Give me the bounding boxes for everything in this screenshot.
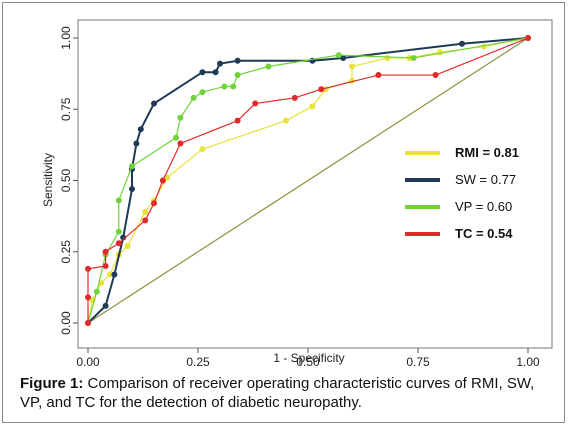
vp-data-point [115,228,122,235]
rmi-data-point [164,174,171,181]
rmi-data-point [142,208,149,215]
y-tick-label: 0.75 [59,97,73,121]
y-tick-label: 0.00 [59,311,73,335]
vp-data-point [93,288,100,295]
sw-data-point [217,60,223,67]
tc-data-point [177,140,184,147]
tc-data-point [85,320,91,326]
vp-data-point [177,114,184,121]
sw-data-point [199,69,206,76]
vp-data-point [129,163,135,170]
tc-data-point [85,265,91,272]
y-tick-label: 0.50 [59,168,73,192]
caption-label: Figure 1: [20,375,84,392]
rmi-data-point [384,54,391,61]
tc-data-point [291,94,298,101]
rmi-data-point [349,63,355,70]
tc-data-point [102,248,109,255]
x-tick-label: 0.00 [76,355,100,369]
vp-data-point [115,197,122,204]
y-tick-label: 0.25 [59,240,73,264]
tc-data-point [252,100,259,107]
sw-data-point [102,302,109,309]
x-axis-title: 1 - Specificity [273,351,344,365]
x-tick-label: 0.25 [186,355,210,369]
x-tick-label: 0.50 [296,355,320,369]
vp-data-point [190,94,197,101]
vp-data-point [234,72,241,79]
tc-data-point [151,200,157,207]
reference-diagonal-line [87,37,529,324]
rmi-data-point [107,271,113,278]
y-tick-label: 1.00 [59,26,73,50]
vp-data-point [265,63,272,70]
vp-data-point [221,83,228,90]
rmi-data-point [437,49,443,56]
sw-data-point [234,57,241,64]
y-axis-title: Sensitivity [41,153,55,207]
tc-data-point [234,117,241,124]
x-tick-label: 1.00 [516,355,540,369]
tc-data-point [525,35,531,41]
sw-data-point [340,54,347,61]
legend-label-rmi: RMI = 0.81 [455,145,519,160]
vp-data-point [230,83,237,90]
roc-chart: 0.00 0.25 0.50 0.75 1.00 0.00 0.25 0.50 0.75 1.00… [41,19,553,369]
sw-data-point [111,271,118,278]
sw-data-point [133,140,140,147]
vp-data-point [335,52,342,59]
rmi-data-point [199,146,206,153]
sw-data-point [459,40,465,47]
vp-data-point [199,89,206,96]
rmi-data-point [283,117,289,124]
legend-label-sw: SW = 0.77 [455,172,516,187]
tc-data-point [142,217,149,224]
tc-data-point [159,177,166,184]
sw-data-point [212,69,219,76]
vp-data-point [410,54,417,61]
legend-label-tc: TC = 0.54 [455,226,513,241]
tc-data-point [432,72,439,79]
rmi-data-point [124,243,131,250]
sw-data-point [129,186,135,193]
tc-data-point [85,294,91,301]
figure-caption: Figure 1: Comparison of receiver operati… [20,374,560,412]
sw-data-point [137,126,144,133]
tc-data-point [115,240,122,247]
plot-area [77,19,553,349]
x-tick-label: 0.75 [406,355,430,369]
sw-data-point [120,234,127,241]
vp-data-point [173,134,179,141]
tc-data-point [318,86,325,93]
tc-data-point [102,263,109,269]
sw-data-point [151,100,157,107]
caption-text: Comparison of receiver operating charact… [20,375,535,411]
tc-data-point [375,72,382,79]
rmi-data-point [309,103,316,110]
legend-label-vp: VP = 0.60 [455,199,512,214]
